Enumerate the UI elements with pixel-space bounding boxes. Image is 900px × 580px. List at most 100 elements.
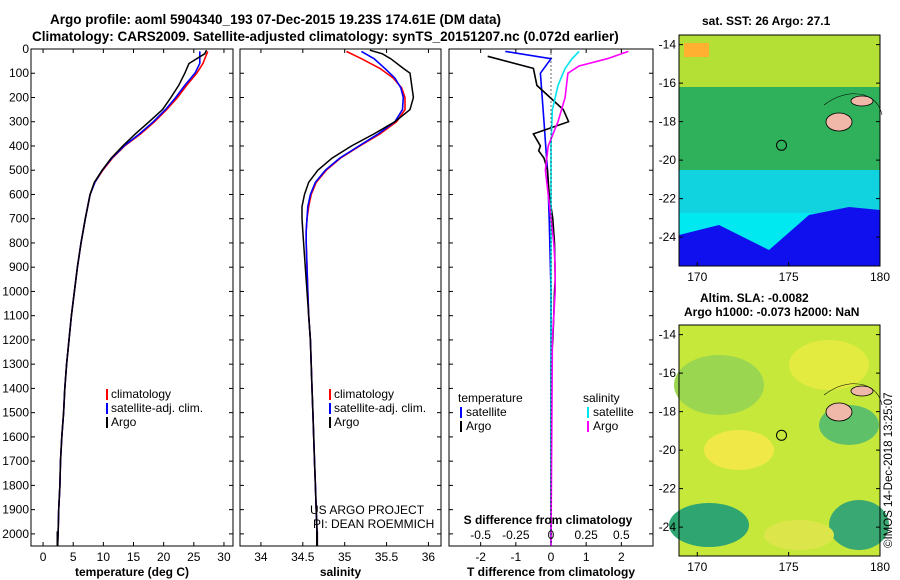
credit-line2: PI: DEAN ROEMMICH bbox=[313, 517, 434, 531]
y-tick-label: 1700 bbox=[2, 454, 29, 468]
x-axis-label: T difference from climatology bbox=[467, 565, 635, 579]
plot-title-line2: Climatology: CARS2009. Satellite-adjuste… bbox=[32, 29, 619, 44]
series-temperature-argo bbox=[487, 55, 570, 546]
altimetry-map: -14 -16 -18 -20 -22 -24 170 175 180 bbox=[659, 324, 890, 574]
sst-warm-band bbox=[679, 35, 880, 87]
y-tick-label: 1300 bbox=[2, 357, 29, 371]
altimetry-title-line2: Argo h1000: -0.073 h2000: NaN bbox=[684, 305, 860, 319]
y-tick-label: 1500 bbox=[2, 406, 29, 420]
sst-map-title: sat. SST: 26 Argo: 27.1 bbox=[702, 14, 831, 28]
sla-patch bbox=[829, 500, 889, 550]
legend-marker bbox=[106, 389, 108, 400]
map-y-tick-label: -20 bbox=[659, 443, 677, 457]
float-location-marker bbox=[776, 139, 788, 151]
x-tick-label: 34.5 bbox=[291, 550, 315, 564]
reef-contour bbox=[823, 93, 883, 116]
x-tick-label: 5 bbox=[70, 550, 77, 564]
s-axis-label: S difference from climatology bbox=[464, 513, 633, 527]
legend-label: Argo bbox=[334, 415, 360, 429]
legend-marker bbox=[329, 417, 331, 428]
island-viti-levu bbox=[825, 402, 853, 422]
y-tick-label: 1900 bbox=[2, 503, 29, 517]
y-tick-label: 400 bbox=[9, 139, 29, 153]
legend-t-heading: temperature bbox=[458, 391, 523, 405]
panel-frame bbox=[239, 48, 442, 547]
altimetry-title-line1: Altim. SLA: -0.0082 bbox=[700, 291, 809, 305]
y-tick-label: 1100 bbox=[3, 309, 29, 323]
legend-s-heading: salinity bbox=[583, 391, 620, 405]
x-tick-label: 25 bbox=[187, 550, 201, 564]
x-tick-label: 30 bbox=[217, 550, 231, 564]
sst-mid-band bbox=[679, 87, 880, 177]
island-vanua-levu bbox=[850, 95, 874, 107]
y-tick-label: 100 bbox=[9, 66, 29, 80]
map-y-tick-label: -20 bbox=[659, 153, 677, 167]
series-climatology bbox=[56, 51, 209, 547]
legend-label: satellite-adj. clim. bbox=[334, 401, 426, 415]
sst-patch bbox=[684, 43, 709, 57]
x-tick-label: 0 bbox=[548, 550, 555, 564]
map-x-tick-label: 175 bbox=[779, 270, 799, 284]
series-argo bbox=[301, 49, 415, 546]
map-x-tick-label: 170 bbox=[687, 270, 707, 284]
map-y-tick-label: -24 bbox=[659, 520, 677, 534]
x-tick-label: 35 bbox=[338, 550, 352, 564]
x-tick-label: -1 bbox=[510, 550, 521, 564]
y-tick-label: 1800 bbox=[2, 478, 29, 492]
legend-label: Argo bbox=[111, 415, 137, 429]
reef-contour bbox=[823, 383, 883, 406]
legend-marker bbox=[460, 421, 462, 432]
legend-marker bbox=[587, 407, 589, 418]
legend-marker bbox=[106, 403, 108, 414]
x-tick-label: 34 bbox=[254, 550, 268, 564]
sla-patch bbox=[789, 340, 869, 390]
y-tick-label: 600 bbox=[9, 187, 29, 201]
map-y-tick-label: -22 bbox=[659, 192, 677, 206]
map-y-tick-label: -16 bbox=[659, 366, 677, 380]
series-salinity-argo bbox=[544, 50, 629, 547]
y-tick-label: 0 bbox=[22, 42, 29, 56]
legend-marker bbox=[329, 403, 331, 414]
x-tick-label: 35.5 bbox=[375, 550, 399, 564]
map-y-tick-label: -18 bbox=[659, 405, 677, 419]
sst-cold-pool bbox=[679, 207, 880, 266]
legend-marker bbox=[587, 421, 589, 432]
x-tick-label: 2 bbox=[618, 550, 625, 564]
map-frame bbox=[678, 324, 881, 557]
s-tick-label: 0.5 bbox=[613, 528, 630, 542]
legend-label: satellite-adj. clim. bbox=[111, 401, 203, 415]
map-x-tick-label: 180 bbox=[870, 560, 890, 574]
x-tick-label: -2 bbox=[475, 550, 486, 564]
credit-line1: US ARGO PROJECT bbox=[310, 503, 425, 517]
sla-patch bbox=[764, 520, 834, 550]
y-tick-label: 1400 bbox=[2, 381, 29, 395]
y-tick-label: 500 bbox=[9, 163, 29, 177]
x-tick-label: 1 bbox=[583, 550, 590, 564]
legend-marker bbox=[460, 407, 462, 418]
panel-2: 34 34.5 35 35.5 36 salinity climatologysatelli… bbox=[239, 48, 442, 579]
legend-label: Argo bbox=[466, 419, 492, 433]
sla-patch bbox=[669, 503, 749, 547]
panel-3: -2 -1 0 1 2T difference from climatology temp… bbox=[448, 48, 654, 579]
map-x-tick-label: 175 bbox=[779, 560, 799, 574]
panel-1: 0100200300400500600700800900100011001200… bbox=[2, 42, 234, 579]
x-axis-label: salinity bbox=[320, 565, 362, 579]
s-tick-label: 0 bbox=[548, 528, 555, 542]
x-tick-label: 36 bbox=[422, 550, 436, 564]
y-tick-label: 1600 bbox=[2, 430, 29, 444]
y-tick-label: 200 bbox=[9, 90, 29, 104]
x-tick-label: 20 bbox=[157, 550, 171, 564]
map-y-tick-label: -14 bbox=[659, 38, 677, 52]
legend-label: climatology bbox=[334, 387, 394, 401]
s-tick-label: 0.25 bbox=[574, 528, 598, 542]
map-y-tick-label: -14 bbox=[659, 328, 677, 342]
legend-marker bbox=[329, 389, 331, 400]
y-tick-label: 1200 bbox=[2, 333, 29, 347]
map-x-tick-label: 180 bbox=[870, 270, 890, 284]
y-tick-label: 1000 bbox=[2, 284, 29, 298]
s-tick-label: -0.25 bbox=[502, 528, 530, 542]
sst-map: -14 -16 -18 -20 -22 -24 170 175 180 bbox=[659, 34, 890, 284]
x-tick-label: 15 bbox=[127, 550, 141, 564]
island-viti-levu bbox=[825, 112, 853, 132]
